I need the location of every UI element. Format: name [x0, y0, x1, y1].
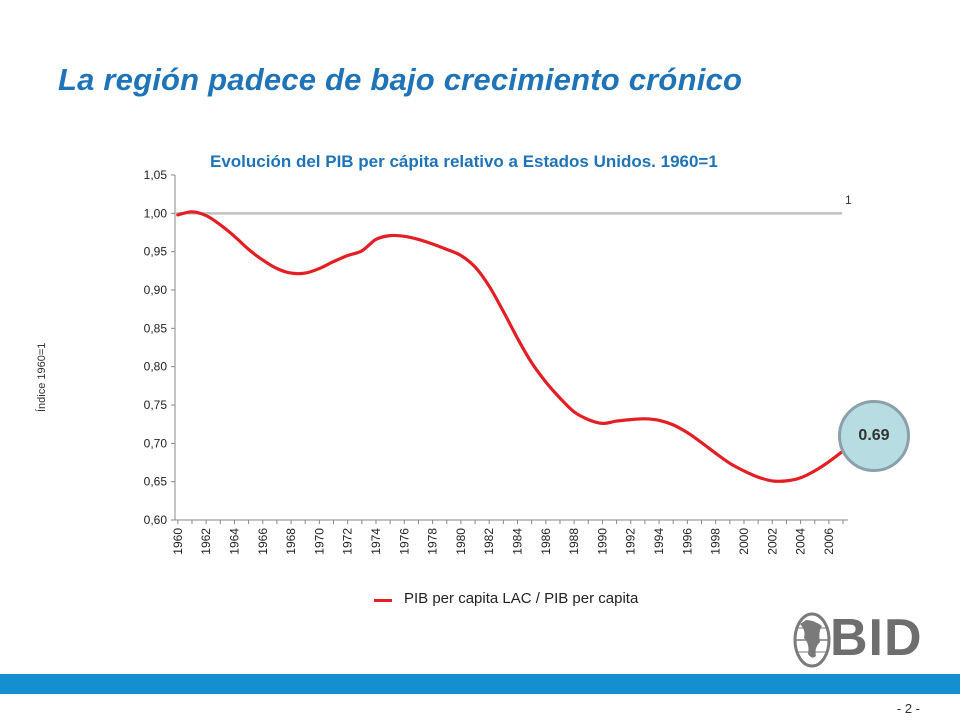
- x-tick-label: 1986: [539, 528, 553, 555]
- x-tick-label: 1970: [312, 528, 326, 555]
- y-axis-label: Índice 1960=1: [36, 342, 48, 412]
- series-group: [176, 210, 845, 483]
- last-value-label: 0.69: [858, 427, 890, 444]
- y-tick-label: 1,05: [144, 168, 168, 182]
- bid-logo: BID: [792, 609, 936, 670]
- series-line: [176, 210, 845, 483]
- x-tick-label: 1968: [284, 528, 298, 555]
- x-tick-label: 1960: [171, 528, 185, 555]
- x-tick-label: 2006: [822, 528, 836, 555]
- x-tick-label: 1972: [341, 528, 355, 555]
- globe-icon: [793, 612, 831, 668]
- y-tick-label: 0,60: [144, 513, 168, 527]
- x-tick-label: 2002: [765, 528, 779, 555]
- x-tick-label: 1974: [369, 528, 383, 555]
- legend: PIB per capita LAC / PIB per capita: [374, 590, 714, 612]
- x-tick-label: 1962: [199, 528, 213, 555]
- x-tick-label: 1994: [652, 528, 666, 555]
- x-axis: 1960 1962 1964 1966 1968 1970 1972 1974 1976 1978…: [171, 519, 848, 555]
- logo-text: BID: [830, 609, 923, 667]
- y-tick-label: 1,00: [144, 206, 168, 220]
- y-tick-label: 0,90: [144, 283, 168, 297]
- last-value-badge: 0.69: [838, 400, 910, 472]
- slide-title: La región padece de bajo crecimiento cró…: [58, 62, 743, 97]
- x-tick-label: 1978: [426, 528, 440, 555]
- x-tick-label: 1988: [567, 528, 581, 555]
- chart-title: Evolución del PIB per cápita relativo a …: [210, 152, 718, 171]
- legend-swatch: [374, 599, 392, 602]
- x-tick-label: 1976: [397, 528, 411, 555]
- x-tick-label: 1998: [709, 528, 723, 555]
- x-tick-label: 2004: [794, 528, 808, 555]
- y-tick-label: 0,75: [144, 398, 168, 412]
- y-axis: 0,60 0,65 0,70 0,75 0,80 0,85 0,90 0,95 1,00 1,05: [144, 168, 176, 527]
- x-tick-label: 1996: [680, 528, 694, 555]
- legend-label: PIB per capita LAC / PIB per capita: [404, 590, 639, 607]
- page-number: - 2 -: [896, 701, 920, 716]
- bottom-bar: [0, 674, 960, 694]
- y-tick-label: 0,95: [144, 245, 168, 259]
- y-tick-label: 0,85: [144, 321, 168, 335]
- x-tick-label: 2000: [737, 528, 751, 555]
- x-tick-label: 1984: [511, 528, 525, 555]
- y-tick-label: 0,80: [144, 360, 168, 374]
- y-tick-label: 0,70: [144, 436, 168, 450]
- x-tick-label: 1990: [595, 528, 609, 555]
- x-tick-label: 1982: [482, 528, 496, 555]
- y-tick-label: 0,65: [144, 475, 168, 489]
- x-tick-label: 1964: [227, 528, 241, 555]
- x-tick-label: 1980: [454, 528, 468, 555]
- x-tick-label: 1992: [624, 528, 638, 555]
- x-tick-label: 1966: [256, 528, 270, 555]
- reference-line-label: 1: [845, 193, 852, 207]
